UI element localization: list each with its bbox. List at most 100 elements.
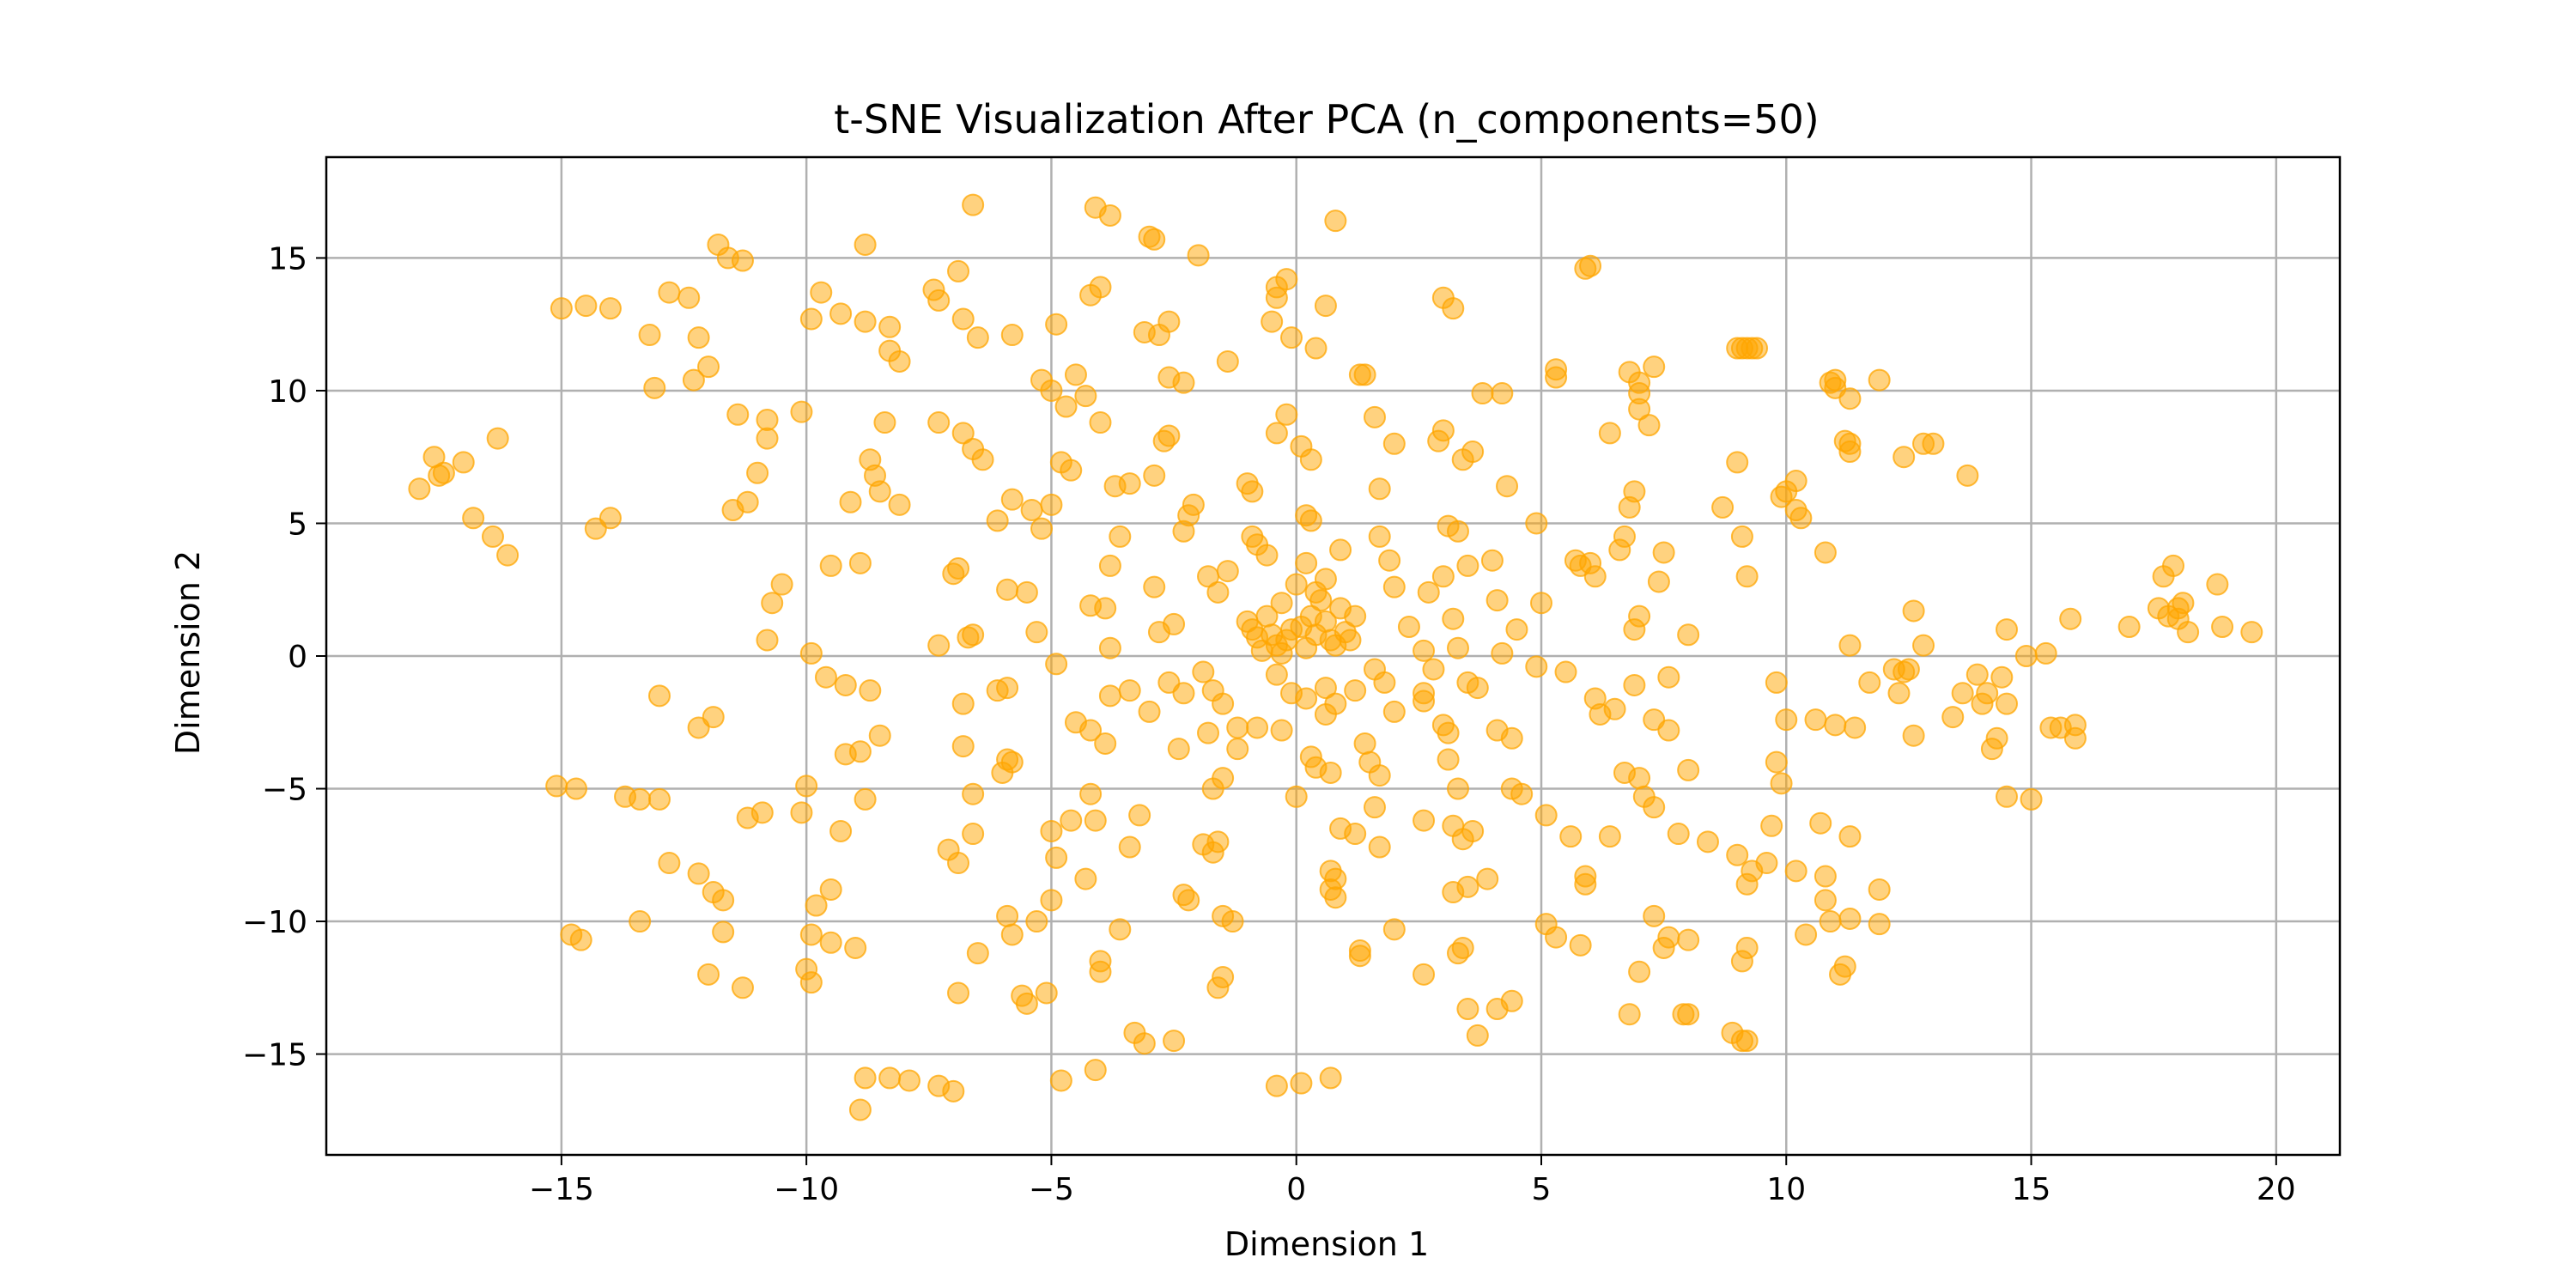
data-point bbox=[1109, 918, 1132, 941]
data-point bbox=[1413, 963, 1436, 986]
data-point bbox=[1789, 507, 1813, 530]
data-point bbox=[1735, 565, 1759, 588]
data-point bbox=[721, 499, 744, 522]
data-point bbox=[677, 286, 701, 309]
data-point bbox=[878, 1066, 902, 1090]
data-point bbox=[1485, 589, 1509, 612]
x-axis-label: Dimension 1 bbox=[1224, 1225, 1429, 1263]
data-point bbox=[799, 923, 823, 946]
data-point bbox=[647, 787, 671, 811]
data-point bbox=[1368, 525, 1391, 548]
data-point bbox=[1118, 472, 1141, 495]
data-point bbox=[1265, 663, 1288, 686]
data-point bbox=[2211, 616, 2234, 639]
data-point bbox=[966, 942, 989, 965]
data-point bbox=[790, 400, 813, 423]
data-point bbox=[1996, 785, 2019, 808]
data-point bbox=[1187, 244, 1210, 267]
data-point bbox=[750, 801, 774, 824]
data-point bbox=[1623, 673, 1646, 696]
data-point bbox=[1996, 618, 2019, 641]
data-point bbox=[1559, 825, 1583, 848]
data-point bbox=[1299, 509, 1322, 532]
data-point bbox=[805, 894, 828, 917]
data-point bbox=[2014, 645, 2038, 667]
data-point bbox=[1868, 368, 1891, 392]
data-point bbox=[1290, 1072, 1313, 1095]
data-point bbox=[819, 931, 842, 954]
data-point bbox=[1437, 721, 1460, 744]
data-point bbox=[1089, 411, 1112, 434]
data-point bbox=[1314, 677, 1337, 700]
data-point bbox=[408, 477, 431, 501]
data-point bbox=[1446, 519, 1469, 543]
data-point bbox=[697, 963, 720, 986]
data-point bbox=[947, 259, 970, 283]
data-point bbox=[1084, 1059, 1107, 1082]
data-point bbox=[795, 775, 818, 798]
data-point bbox=[1152, 429, 1176, 453]
data-point bbox=[854, 787, 877, 811]
data-point bbox=[1746, 337, 1769, 360]
x-tick-label: −15 bbox=[529, 1172, 594, 1207]
data-point bbox=[1030, 517, 1054, 540]
data-point bbox=[1000, 488, 1024, 511]
data-point bbox=[1275, 403, 1298, 426]
data-point bbox=[947, 852, 970, 875]
data-point bbox=[814, 665, 837, 689]
data-point bbox=[1216, 349, 1239, 373]
data-point bbox=[1163, 612, 1186, 635]
data-point bbox=[1598, 422, 1621, 445]
data-point bbox=[1941, 706, 1965, 729]
data-point bbox=[1819, 910, 1842, 933]
data-point bbox=[1045, 846, 1068, 869]
axis-ticks: −15 −10 −5 0 5 10 15 20 −15 −10 −5 0 5 10 15 bbox=[242, 241, 2296, 1207]
data-point bbox=[1471, 382, 1494, 405]
data-point bbox=[770, 573, 793, 596]
data-point bbox=[1177, 504, 1200, 527]
data-point bbox=[1079, 782, 1103, 805]
data-point bbox=[1378, 549, 1401, 572]
data-point bbox=[545, 775, 568, 798]
data-point bbox=[854, 310, 877, 333]
data-point bbox=[1643, 904, 1666, 927]
data-point bbox=[1270, 592, 1293, 615]
data-point bbox=[560, 923, 583, 946]
data-point bbox=[1000, 923, 1024, 946]
data-point bbox=[1265, 1074, 1288, 1097]
data-point bbox=[1534, 804, 1558, 827]
data-point bbox=[486, 427, 509, 450]
data-point bbox=[1054, 395, 1078, 418]
data-point bbox=[1368, 835, 1391, 859]
data-point bbox=[927, 411, 951, 434]
data-point bbox=[2177, 621, 2200, 644]
data-point bbox=[1314, 568, 1337, 591]
data-point bbox=[731, 976, 754, 999]
data-point bbox=[1456, 998, 1479, 1021]
data-point bbox=[790, 801, 813, 824]
data-point bbox=[1221, 910, 1244, 933]
data-point bbox=[1525, 512, 1548, 535]
data-point bbox=[1647, 570, 1670, 593]
data-point bbox=[1177, 889, 1200, 912]
data-point bbox=[1363, 796, 1386, 819]
data-point bbox=[731, 249, 754, 272]
plot-frame bbox=[325, 155, 2342, 1157]
data-point bbox=[1887, 682, 1911, 705]
y-tick-label: −15 bbox=[242, 1038, 307, 1073]
data-point bbox=[702, 706, 725, 729]
data-point bbox=[1446, 777, 1469, 800]
data-point bbox=[1442, 881, 1465, 904]
data-point bbox=[1000, 324, 1024, 347]
x-tick-label: −10 bbox=[774, 1172, 839, 1207]
data-point bbox=[1951, 682, 1974, 705]
x-tick-label: −5 bbox=[1029, 1172, 1074, 1207]
data-point bbox=[951, 692, 975, 715]
data-point bbox=[1770, 772, 1793, 795]
data-point bbox=[1167, 738, 1190, 761]
data-point bbox=[1285, 573, 1308, 596]
data-point bbox=[1074, 385, 1097, 408]
data-point bbox=[1060, 809, 1083, 832]
data-point bbox=[638, 324, 661, 347]
data-point bbox=[1466, 1024, 1489, 1047]
